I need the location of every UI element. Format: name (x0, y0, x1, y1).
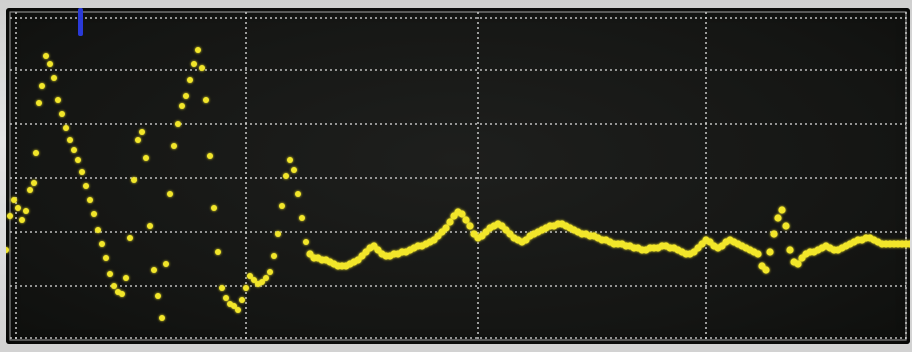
trace-point (191, 61, 197, 67)
trace-point (207, 153, 213, 159)
trace-point (466, 222, 474, 230)
trace-point (171, 143, 177, 149)
graticule-grid (9, 11, 907, 341)
trace-point (139, 129, 145, 135)
trace-point (11, 197, 17, 203)
trace-point (19, 217, 25, 223)
signal-trace (6, 47, 910, 321)
trace-point (7, 213, 13, 219)
trace-point (446, 218, 454, 226)
trace-point (131, 177, 137, 183)
trace-point (778, 206, 786, 214)
trace-point (103, 255, 109, 261)
trace-point (187, 77, 193, 83)
trace-point (119, 291, 125, 297)
trace-point (267, 269, 273, 275)
trace-point (83, 183, 89, 189)
trace-point (251, 277, 257, 283)
trace-point (223, 295, 229, 301)
trace-point (167, 191, 173, 197)
trace-point (151, 267, 157, 273)
trace-point (243, 285, 249, 291)
trace-point (67, 137, 73, 143)
trace-point (95, 227, 101, 233)
trace-point (36, 100, 42, 106)
trace-point (231, 303, 237, 309)
trace-point (6, 247, 9, 253)
trace-point (770, 230, 778, 238)
trace-point (283, 173, 289, 179)
trace-point (291, 167, 297, 173)
trace-point (199, 65, 205, 71)
trace-point (123, 275, 129, 281)
trace-point (71, 147, 77, 153)
trace-point (263, 275, 269, 281)
trace-point (99, 241, 105, 247)
trace-point (43, 53, 49, 59)
trace-point (63, 125, 69, 131)
trace-point (23, 208, 29, 214)
trace-point (175, 121, 181, 127)
trace-point (127, 235, 133, 241)
trace-point (239, 297, 245, 303)
trace-point (91, 211, 97, 217)
oscilloscope-screen (6, 8, 910, 344)
trace-point (143, 155, 149, 161)
graticule-frame (9, 11, 907, 341)
trace-point (55, 97, 61, 103)
trace-point (75, 157, 81, 163)
trace-point (754, 250, 762, 258)
trace-point (211, 205, 217, 211)
trace-point (183, 93, 189, 99)
trace-point (794, 260, 802, 268)
trace-point (51, 75, 57, 81)
trace-point (111, 283, 117, 289)
trace-point (235, 307, 241, 313)
trace-point (458, 210, 466, 218)
trace-point (159, 315, 165, 321)
trace-point (179, 103, 185, 109)
trace-point (303, 239, 309, 245)
trace-point (39, 83, 45, 89)
trace-point (215, 249, 221, 255)
trace-point (259, 279, 265, 285)
trace-point (774, 214, 782, 222)
trace-point (203, 97, 209, 103)
trace-point (135, 137, 141, 143)
trigger-marker-bar (78, 8, 83, 36)
trace-point (786, 246, 794, 254)
trace-point (79, 169, 85, 175)
trace-point (287, 157, 293, 163)
trace-point (906, 240, 910, 248)
trace-point (275, 231, 281, 237)
trace-point (442, 224, 450, 232)
trace-point (195, 47, 201, 53)
trace-point (299, 215, 305, 221)
trace-point (147, 223, 153, 229)
trace-point (47, 61, 53, 67)
trace-point (15, 205, 21, 211)
trace-point (163, 261, 169, 267)
trace-point (462, 216, 470, 224)
trace-point (27, 187, 33, 193)
trace-point (762, 266, 770, 274)
trace-point (31, 180, 37, 186)
trace-point (219, 285, 225, 291)
trace-point (107, 271, 113, 277)
trace-point (295, 191, 301, 197)
waveform-display (6, 8, 910, 341)
trace-point (59, 111, 65, 117)
trace-point (87, 197, 93, 203)
trace-point (271, 253, 277, 259)
trace-point (766, 248, 774, 256)
trace-point (247, 273, 253, 279)
trace-point (782, 222, 790, 230)
trigger-marker (78, 8, 83, 36)
trace-point (33, 150, 39, 156)
trace-point (155, 293, 161, 299)
trace-point (279, 203, 285, 209)
